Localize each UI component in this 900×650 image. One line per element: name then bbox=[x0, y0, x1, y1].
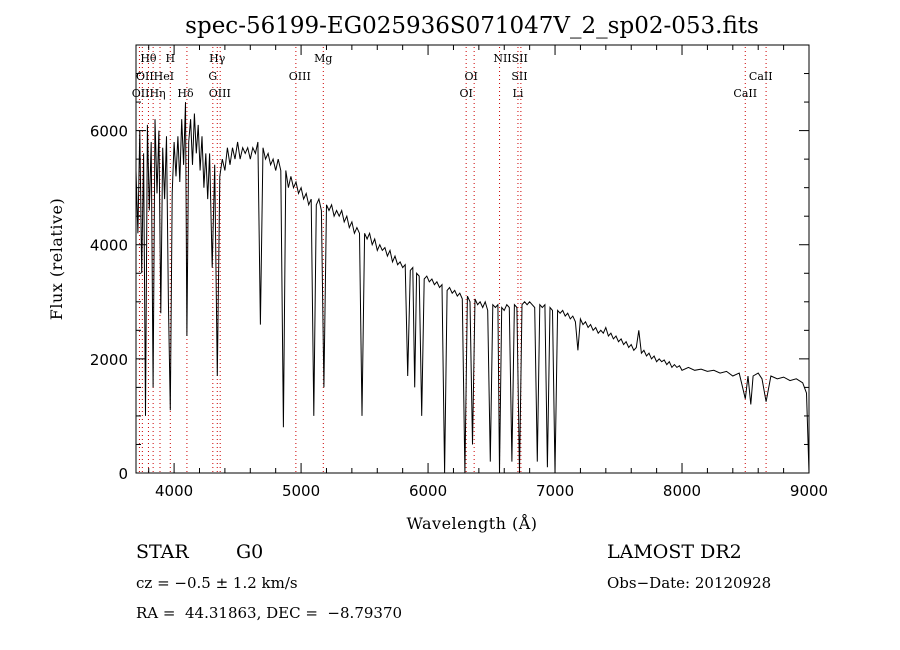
emission-line-markers: Hθ H Hγ Mg NIISII OIIHeI G OIII OI SII CaII OIIHη Hδ… bbox=[132, 47, 773, 473]
line-marker-label: OI bbox=[465, 70, 478, 83]
x-tick-label: 9000 bbox=[790, 482, 828, 500]
x-tick-label: 7000 bbox=[536, 482, 574, 500]
line-marker-label: OIII bbox=[289, 70, 311, 83]
line-marker-label: NIISII bbox=[493, 52, 528, 65]
line-marker-label: Hδ bbox=[177, 87, 194, 100]
y-tick-label: 0 bbox=[118, 465, 128, 483]
object-class: STAR bbox=[136, 541, 189, 563]
y-tick-label: 6000 bbox=[90, 123, 128, 141]
y-axis-label: Flux (relative) bbox=[47, 198, 66, 320]
line-marker-label: OIIHeI bbox=[136, 70, 174, 83]
plot-frame bbox=[135, 44, 810, 474]
line-marker-label: OIIHη bbox=[132, 87, 166, 100]
x-tick-label: 4000 bbox=[155, 482, 193, 500]
y-tick-label: 4000 bbox=[90, 237, 128, 255]
redshift-value: cz = −0.5 ± 1.2 km/s bbox=[136, 574, 298, 592]
line-marker-label: CaII bbox=[749, 70, 773, 83]
line-marker-label: SII bbox=[511, 70, 527, 83]
observation-date: Obs−Date: 20120928 bbox=[607, 574, 772, 592]
line-marker-label: Hθ bbox=[140, 52, 157, 65]
line-marker-label: H bbox=[165, 52, 175, 65]
coordinates: RA = 44.31863, DEC = −8.79370 bbox=[136, 604, 403, 622]
y-tick-label: 2000 bbox=[90, 351, 128, 369]
line-marker-label: OIII bbox=[209, 87, 231, 100]
line-marker-label: G bbox=[208, 70, 217, 83]
object-subclass: G0 bbox=[236, 541, 264, 563]
x-tick-label: 6000 bbox=[409, 482, 447, 500]
x-tick-label: 5000 bbox=[282, 482, 320, 500]
line-marker-label: Hγ bbox=[209, 52, 226, 65]
x-tick-label: 8000 bbox=[663, 482, 701, 500]
line-marker-label: Li bbox=[513, 87, 524, 100]
x-axis-label: Wavelength (Å) bbox=[406, 513, 537, 533]
axis-ticks: 4000 5000 6000 7000 8000 9000 0 2000 4000 6000 bbox=[90, 44, 828, 500]
chart-title: spec-56199-EG025936S071047V_2_sp02-053.f… bbox=[185, 13, 759, 39]
line-marker-label: CaII bbox=[733, 87, 757, 100]
spectrum-line bbox=[135, 102, 810, 474]
line-marker-label: OI bbox=[459, 87, 472, 100]
survey-name: LAMOST DR2 bbox=[607, 541, 742, 563]
line-marker-label: Mg bbox=[314, 52, 332, 65]
